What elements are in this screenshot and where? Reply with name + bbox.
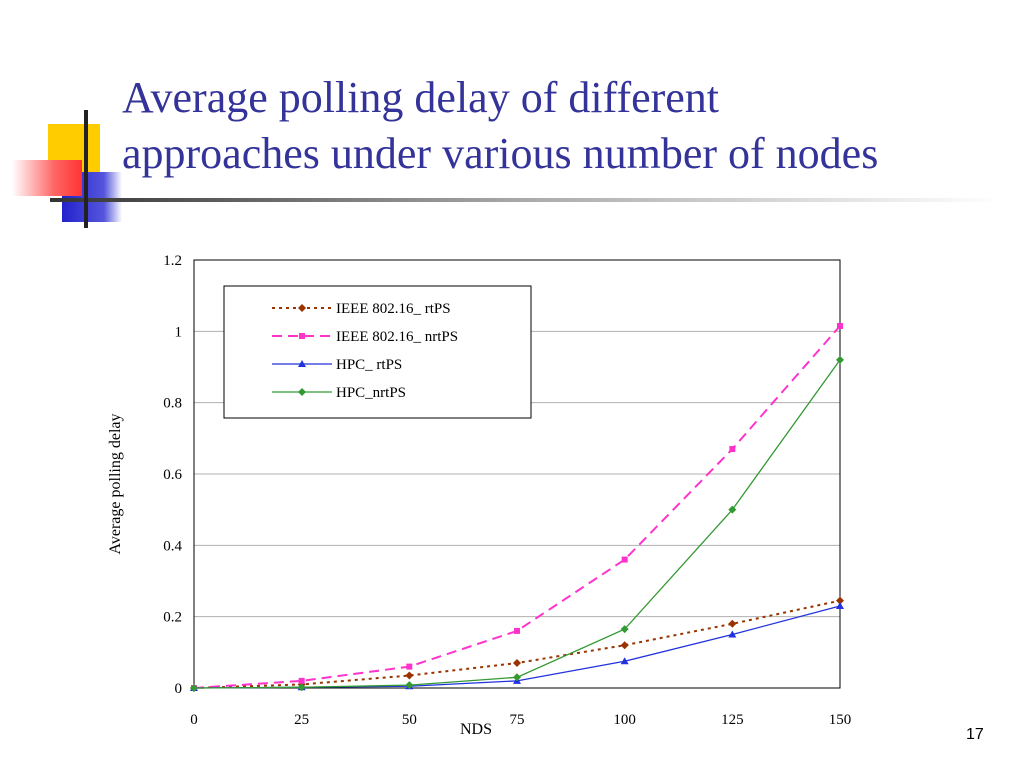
page-number: 17 (966, 726, 984, 743)
data-point-series-4 (728, 505, 737, 514)
data-point-series-2 (298, 677, 305, 684)
line-chart: 0 0.2 0.4 0.6 0.8 1 1.2 0 25 50 75 100 125 150 NDS Aver… (107, 253, 852, 738)
y-tick-label: 0 (175, 681, 183, 697)
legend-marker (299, 333, 305, 339)
legend-label: HPC_nrtPS (336, 385, 406, 401)
data-point-series-1 (728, 619, 737, 628)
data-point-series-3 (620, 657, 629, 665)
slide-title: Average polling delay of different appro… (122, 70, 1012, 182)
x-tick-label: 0 (190, 712, 198, 728)
x-tick-label: 50 (402, 712, 417, 728)
slide-title-line-1: Average polling delay of different (122, 73, 720, 122)
x-tick-label: 125 (721, 712, 744, 728)
y-tick-label: 1.2 (163, 253, 182, 269)
data-point-series-2 (406, 663, 413, 670)
y-tick-label: 0.8 (163, 396, 182, 412)
y-tick-label: 1 (175, 324, 183, 340)
legend-label: IEEE 802.16_ nrtPS (336, 329, 458, 345)
legend-label: HPC_ rtPS (336, 357, 402, 373)
slide-title-line-2: approaches under various number of nodes (122, 129, 879, 178)
data-point-series-1 (405, 671, 414, 680)
deco-underline (50, 198, 1000, 202)
legend-marker (298, 360, 306, 367)
deco-red-bar (12, 160, 82, 196)
data-point-series-1 (836, 596, 844, 605)
legend-label: IEEE 802.16_ rtPS (336, 301, 451, 317)
deco-vertical-line (84, 110, 88, 228)
y-axis-label: Average polling delay (107, 414, 124, 555)
data-point-series-4 (190, 684, 198, 692)
data-point-series-1 (513, 659, 521, 668)
data-point-series-2 (729, 446, 736, 453)
data-point-series-1 (620, 641, 629, 650)
x-tick-label: 75 (510, 712, 525, 728)
x-tick-label: 100 (613, 712, 636, 728)
data-point-series-2 (621, 556, 628, 563)
data-point-series-4 (620, 625, 629, 634)
data-point-series-2 (837, 322, 843, 329)
data-point-series-4 (297, 683, 306, 692)
data-point-series-4 (836, 355, 844, 364)
data-point-series-2 (514, 627, 520, 634)
legend-box (223, 285, 532, 419)
chart-container: 0 0.2 0.4 0.6 0.8 1 1.2 0 25 50 75 100 125 150 NDS Aver… (100, 248, 880, 758)
y-tick-label: 0.6 (163, 467, 182, 483)
data-point-series-3 (836, 601, 844, 609)
x-axis-label: NDS (460, 721, 492, 738)
legend-marker (298, 388, 306, 396)
data-point-series-3 (728, 630, 737, 638)
plot-frame (193, 259, 841, 689)
y-tick-label: 0.4 (163, 538, 182, 554)
data-point-series-4 (405, 681, 414, 690)
y-tick-label: 0.2 (163, 610, 182, 626)
x-tick-label: 25 (294, 712, 309, 728)
x-tick-label: 150 (829, 712, 852, 728)
legend-marker (298, 304, 306, 312)
slide-decoration (12, 110, 1000, 228)
data-point-series-4 (513, 673, 521, 682)
